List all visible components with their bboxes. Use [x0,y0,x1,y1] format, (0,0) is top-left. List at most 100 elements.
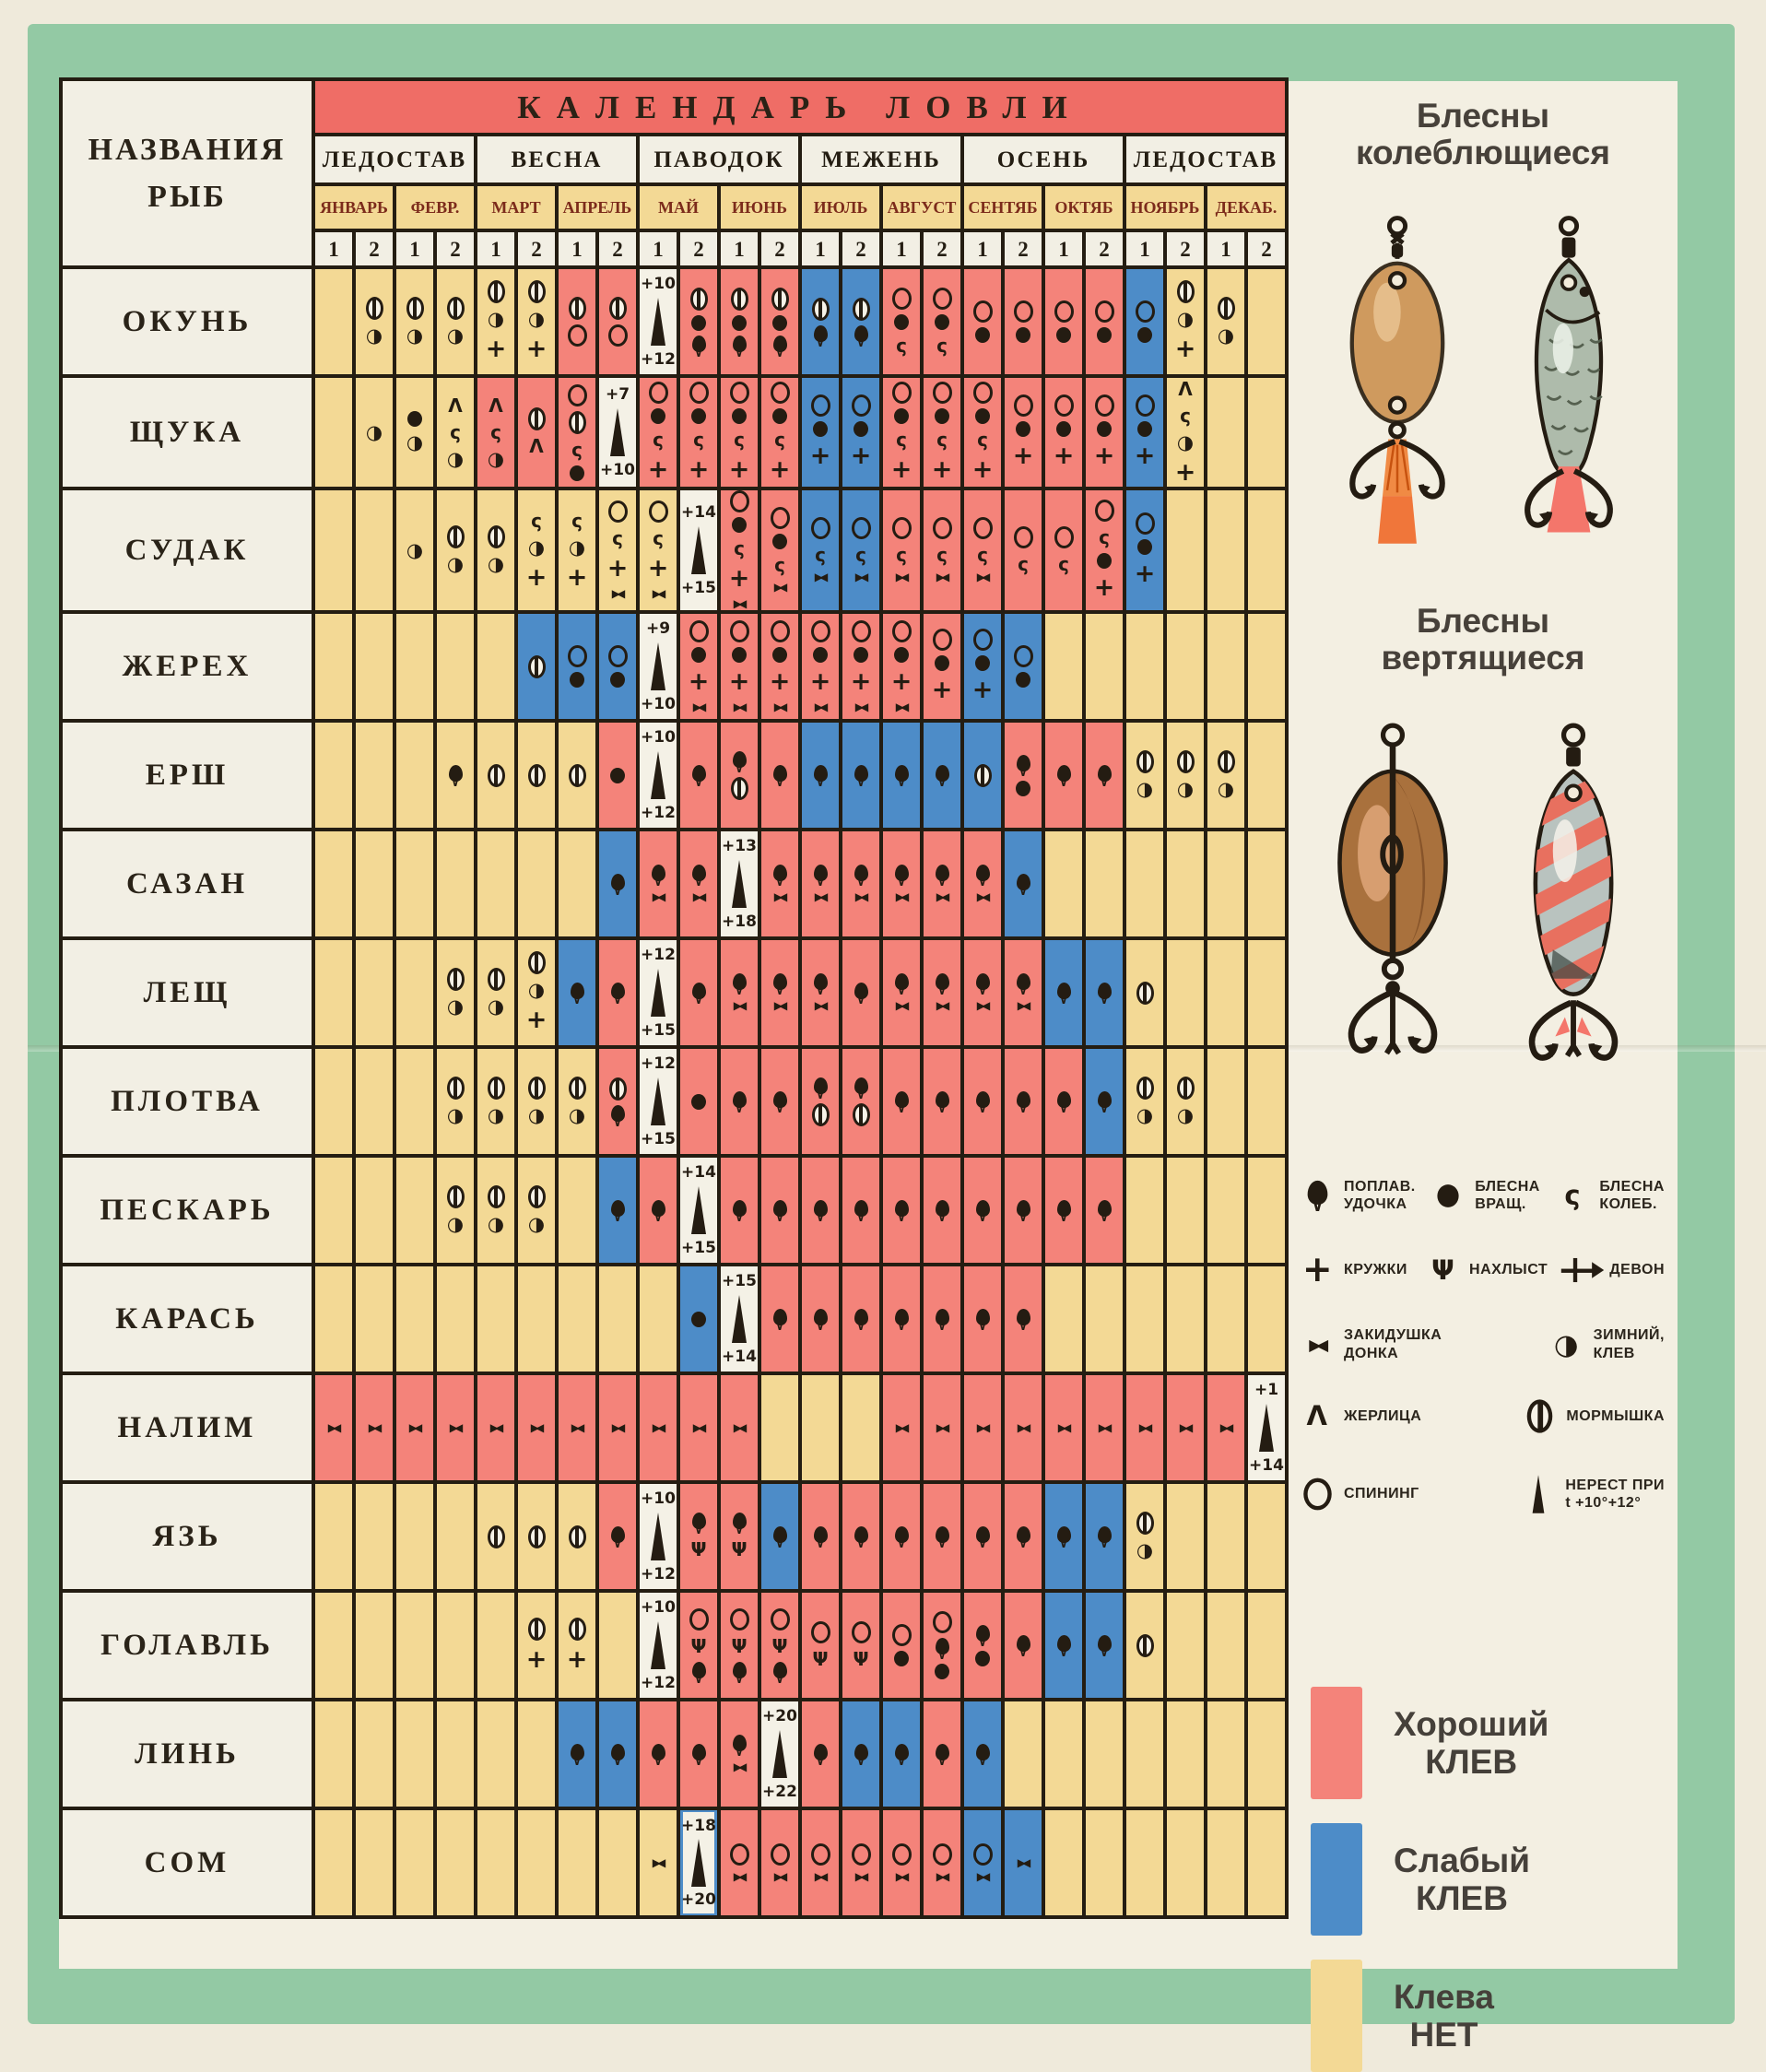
spinner-spoon-icon [570,672,584,688]
spawn-temp-from: +10 [641,1598,676,1617]
calendar-cell: ◑ [1123,1480,1167,1593]
spawning-cell: +10 +12 [636,1589,680,1701]
calendar-cell [1123,610,1167,723]
mormyshka-icon [1176,1077,1195,1100]
spinner-spoon-icon [691,314,706,331]
mormyshka-icon [1526,1399,1553,1433]
float-rod-icon: ∨ [813,324,828,348]
mormyshka-icon [1176,750,1195,773]
float-rod-icon: ∨ [772,865,787,888]
calendar-cell [393,936,437,1049]
symbol-legend-icon-slot: ◑ [1551,1328,1583,1360]
mormyshka-icon [487,1185,505,1208]
symbol-legend-label: БЛЕСНА КОЛЕБ. [1599,1179,1665,1213]
calendar-cell [595,1807,640,1919]
donka-icon: ▶◀ [814,890,829,903]
spinner-spoon-icon [975,327,990,343]
mormyshka-icon [1217,297,1235,320]
symbol-legend-label: ЗАКИДУШКА ДОНКА [1344,1327,1442,1361]
fish-row: СОМ ▶◀ +18 +20 ▶◀ ▶◀ ▶◀ ▶◀ ▶◀ ▶◀ ▶◀ ▶◀ [59,1807,1289,1919]
calendar-cell [1042,1263,1086,1375]
float-rod-icon: ∨ [610,1199,625,1223]
kruzhki-icon: + [1093,572,1115,602]
calendar-cell [677,1045,721,1158]
calendar-cell [1204,374,1248,490]
calendar-cell [312,610,356,723]
calendar-cell: ∨ [717,1154,761,1266]
spawn-temp-to: +12 [641,804,676,822]
spawning-cell: +1 +14 [1244,1372,1289,1484]
kruzhki-icon: + [688,454,710,484]
poster-panel: НАЗВАНИЯ РЫБ КАЛЕНДАРЬ ЛОВЛИ ЛЕДОСТАВ ВЕСНА П… [28,77,1766,2072]
donka-icon: ▶◀ [1017,1421,1031,1434]
calendar-cell: ∨ [758,1154,802,1266]
donka-icon: ▶◀ [652,587,666,600]
mormyshka-icon [811,1102,830,1126]
calendar-cell [1204,1698,1248,1810]
spawn-temp-from: +12 [641,1054,676,1073]
float-rod-icon: ∨ [1016,1090,1030,1114]
spinning-rod-icon [648,381,668,404]
half-month-header: 2 [839,229,883,269]
spinning-rod-icon [891,1624,912,1646]
spawn-temp-from: +1 [1254,1381,1279,1399]
spinner-spoon-icon [1016,327,1030,343]
symbol-legend-label: КРУЖКИ [1344,1262,1407,1278]
float-rod-icon: ∨ [813,1525,828,1549]
wobbling-spoon-icon: ς [896,544,907,566]
calendar-cell: ◑ + [474,265,518,378]
float-rod-icon: ∨ [1056,1525,1071,1549]
float-rod-icon: ∨ [975,1090,990,1114]
calendar-cell: ∨ [595,1154,640,1266]
float-rod-icon: ∨ [732,973,747,996]
float-rod-icon: ∨ [1056,1634,1071,1658]
spawning-cell: +12 +15 [636,936,680,1049]
calendar-cell [677,1263,721,1375]
calendar-cell [960,265,1005,378]
month-header: ИЮЛЬ [798,182,883,232]
winter-bite-icon: ◑ [487,308,505,330]
spawning-cell: +10 +12 [636,719,680,831]
mormyshka-icon [1176,280,1195,303]
winter-bite-icon: ◑ [446,1213,465,1235]
symbol-legend-label: НАХЛЫСТ [1469,1262,1548,1278]
half-month-header: 2 [352,229,396,269]
spinning-rod-icon [1135,512,1155,535]
calendar-cell: ς ▶◀ [920,487,964,614]
spawning-icon [691,526,706,574]
spinner-spoon-icon [691,407,706,424]
symbol-legend-row: + КРУЖКИ Ψ НАХЛЫСТ ДЕВОН [1301,1249,1665,1290]
float-rod-icon: ∨ [854,1743,868,1767]
spinning-rod-icon [567,645,587,667]
spinner-spoon-icon [1137,421,1152,437]
calendar-cell: ▶◀ [1001,1807,1045,1919]
spinner-lure-drawing [1337,723,1448,1055]
calendar-cell [433,1807,477,1919]
spawning-cell: +14 +15 [677,1154,721,1266]
float-rod-icon: ∨ [651,1199,665,1223]
spinner-spoon-icon [854,421,868,437]
nakhlyst-icon: Ψ [812,1647,829,1670]
wobbling-spoon-lure-drawing [1349,215,1445,544]
spawning-icon [610,408,625,456]
spawning-icon [651,1513,665,1560]
nakhlyst-icon: Ψ [771,1634,788,1657]
spinning-rod-icon [932,287,952,310]
kruzhki-icon: + [485,335,507,363]
donka-icon: ▶◀ [976,890,991,903]
calendar-cell [312,828,356,940]
donka-icon: ▶◀ [895,999,910,1012]
calendar-cell [555,610,599,723]
symbol-legend-item: БЛЕСНА ВРАЩ. [1432,1178,1540,1213]
half-month-header: 1 [1204,229,1248,269]
spinner-spoon-icon [651,407,665,424]
calendar-cell: ∨ ▶◀ [839,828,883,940]
calendar-cell [879,1589,924,1701]
calendar-cell: ς + ▶◀ [636,487,680,614]
calendar-cell: ◑ [474,1045,518,1158]
symbol-legend-item: МОРМЫШКА [1524,1399,1665,1433]
calendar-cell [352,1045,396,1158]
spawn-temp-to: +14 [722,1348,757,1366]
calendar-cell: ∨ ▶◀ [758,828,802,940]
calendar-cell [1082,1698,1126,1810]
